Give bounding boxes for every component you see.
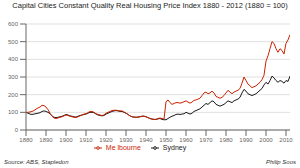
svg-text:1990: 1990 <box>239 137 253 143</box>
html-text:Me lbourne: Me lbourne <box>105 144 141 151</box>
html-text:Source: ABS, Stapledon: Source: ABS, Stapledon <box>4 159 69 165</box>
svg-text:1980: 1980 <box>219 137 233 143</box>
svg-text:1910: 1910 <box>79 137 93 143</box>
svg-text:400: 400 <box>8 56 19 62</box>
svg-text:1970: 1970 <box>199 137 213 143</box>
svg-text:1920: 1920 <box>99 137 113 143</box>
svg-text:1900: 1900 <box>59 137 73 143</box>
svg-text:300: 300 <box>8 74 19 80</box>
html-text:Sydney: Sydney <box>162 144 187 151</box>
svg-text:2000: 2000 <box>259 137 273 143</box>
svg-text:2010: 2010 <box>279 137 293 143</box>
svg-text:200: 200 <box>8 92 19 98</box>
html-text:Philip Soos: Philip Soos <box>266 159 296 165</box>
svg-text:1930: 1930 <box>119 137 133 143</box>
svg-text:1890: 1890 <box>39 137 53 143</box>
html-text:Capital Cities Constant Qualit: Capital Cities Constant Quality Real Hou… <box>12 1 288 10</box>
svg-text:500: 500 <box>8 39 19 45</box>
svg-text:1950: 1950 <box>159 137 173 143</box>
svg-text:100: 100 <box>8 109 19 115</box>
svg-text:1960: 1960 <box>179 137 193 143</box>
svg-text:1880: 1880 <box>19 137 33 143</box>
svg-text:1940: 1940 <box>139 137 153 143</box>
svg-text:600: 600 <box>8 21 19 27</box>
svg-text:0: 0 <box>15 127 19 133</box>
